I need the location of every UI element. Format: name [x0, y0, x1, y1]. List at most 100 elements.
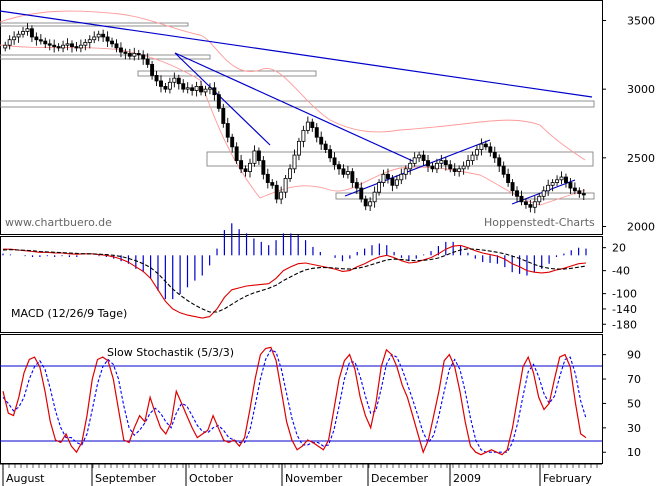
candle-body: [7, 39, 12, 46]
candle-body: [457, 168, 462, 172]
candle-body: [12, 36, 17, 41]
candle-body: [443, 160, 448, 166]
candle-body: [127, 53, 132, 57]
candle-body: [118, 47, 123, 53]
stoch-tick-label: 70: [627, 373, 641, 386]
candle-body: [25, 28, 30, 32]
candle-body: [261, 160, 266, 175]
candle-body: [172, 77, 177, 83]
month-label: 2009: [453, 472, 481, 485]
support-box: [206, 151, 594, 167]
candle-body: [314, 127, 319, 138]
candle-body: [359, 187, 364, 200]
macd-tick-label: 20: [612, 242, 626, 255]
candle-body: [488, 146, 493, 153]
candle-body: [96, 33, 101, 38]
month-label: November: [285, 472, 343, 485]
candle-body: [159, 80, 163, 87]
stoch-k-line: [2, 346, 587, 456]
candle-body: [408, 162, 413, 170]
candle-body: [199, 86, 203, 93]
candle-body: [190, 87, 195, 91]
candle-body: [399, 173, 404, 181]
candle-body: [523, 201, 528, 205]
month-label: October: [189, 472, 233, 485]
candle-body: [212, 87, 217, 96]
candle-body: [283, 178, 288, 193]
downtrend-line: [174, 52, 271, 146]
candle-body: [497, 157, 502, 167]
candle-body: [403, 168, 408, 175]
price-tick-label: 3000: [627, 83, 655, 96]
resistance-box: [0, 54, 211, 60]
candle-body: [47, 43, 52, 46]
long-downtrend-line: [0, 10, 593, 98]
month-label: February: [543, 472, 592, 485]
candle-body: [417, 154, 422, 159]
candle-body: [239, 160, 244, 170]
candle-body: [568, 182, 573, 189]
candle-body: [145, 58, 150, 65]
stoch-tick-label: 90: [627, 349, 641, 362]
candle-body: [181, 83, 186, 90]
candle-body: [381, 173, 386, 183]
candle-body: [74, 46, 79, 49]
candle-body: [363, 198, 368, 207]
candle-body: [292, 154, 297, 170]
price-panel: [0, 0, 603, 235]
candle-body: [92, 36, 97, 41]
candle-body: [274, 184, 279, 200]
candle-body: [16, 33, 21, 38]
candle-body: [56, 46, 61, 49]
candle-body: [559, 176, 564, 181]
candle-body: [29, 28, 34, 38]
candle-body: [328, 149, 333, 159]
candle-body: [141, 54, 146, 60]
candle-body: [421, 154, 426, 161]
month-label: September: [95, 472, 156, 485]
uptrend-line: [344, 139, 491, 197]
resistance-box: [0, 100, 595, 108]
candle-body: [288, 168, 293, 179]
candle-body: [350, 171, 355, 183]
candle-body: [78, 44, 83, 49]
candle-body: [270, 182, 275, 186]
candle-body: [194, 86, 199, 91]
candle-body: [386, 173, 390, 179]
candle-body: [296, 140, 301, 156]
watermark-left: www.chartbuero.de: [5, 216, 112, 229]
candle-body: [572, 187, 577, 192]
candle-body: [546, 184, 551, 192]
candle-body: [150, 64, 155, 76]
candle-body: [550, 182, 555, 186]
month-label: December: [371, 472, 429, 485]
candle-body: [426, 160, 430, 167]
candle-body: [581, 193, 586, 196]
candle-body: [176, 77, 181, 85]
macd-tick-label: -100: [612, 288, 637, 301]
candle-body: [394, 179, 399, 186]
candle-body: [470, 154, 475, 161]
candle-body: [448, 164, 453, 170]
candle-body: [345, 171, 350, 175]
candle-body: [105, 36, 110, 42]
candle-body: [506, 173, 511, 183]
watermark-right: Hoppenstedt-Charts: [484, 216, 595, 229]
candle-body: [207, 87, 212, 90]
stoch-title: Slow Stochastik (5/3/3): [107, 346, 234, 359]
candle-body: [515, 190, 519, 197]
candle-body: [21, 31, 25, 35]
candle-body: [38, 39, 43, 42]
candle-body: [430, 165, 435, 170]
candle-body: [337, 164, 341, 170]
macd-title: MACD (12/26/9 Tage): [11, 307, 127, 320]
candle-body: [377, 182, 382, 193]
candles: [3, 23, 586, 214]
candle-body: [492, 151, 497, 159]
candle-body: [279, 191, 284, 200]
candle-body: [301, 129, 306, 142]
candle-body: [323, 143, 328, 150]
candle-body: [434, 162, 439, 170]
candle-body: [412, 157, 417, 164]
candle-body: [61, 44, 66, 49]
